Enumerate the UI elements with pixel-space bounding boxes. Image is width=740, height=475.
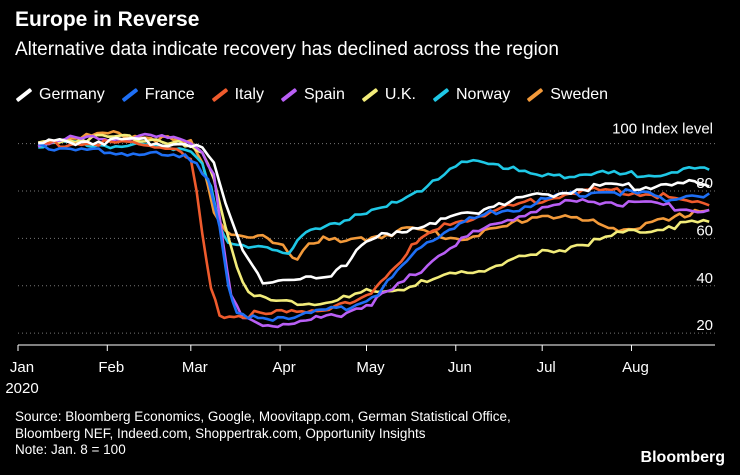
legend-label: U.K. xyxy=(384,86,416,103)
x-tick-label-mar: Mar xyxy=(182,359,208,376)
source-line-2: Bloomberg NEF, Indeed.com, Shoppertrak.c… xyxy=(15,425,426,441)
x-tick-label-feb: Feb xyxy=(98,359,124,376)
legend-item-france: France xyxy=(121,86,195,104)
legend-label: Sweden xyxy=(550,86,609,103)
x-tick-label-jun: Jun xyxy=(448,359,472,376)
x-tick-label-apr: Apr xyxy=(272,359,295,376)
legend-label: Norway xyxy=(455,86,511,103)
chart-footer: Source: Bloomberg Economics, Google, Moo… xyxy=(15,409,511,459)
bloomberg-logo: Bloomberg xyxy=(640,449,725,466)
series-line-sweden xyxy=(38,130,710,261)
x-year-label: 2020 xyxy=(5,380,38,397)
series-line-uk xyxy=(37,133,710,307)
series-line-spain xyxy=(37,132,710,329)
legend-label: Germany xyxy=(39,86,105,103)
x-tick-label-jan: Jan xyxy=(10,359,34,376)
legend-item-norway: Norway xyxy=(432,86,510,104)
y-tick-label-40: 40 xyxy=(696,270,713,287)
legend-item-sweden: Sweden xyxy=(526,86,608,104)
series-line-germany xyxy=(38,136,710,285)
y-tick-label-20: 20 xyxy=(696,317,713,334)
legend-label: Spain xyxy=(303,86,345,103)
series-line-norway xyxy=(38,138,710,255)
legend-item-spain: Spain xyxy=(280,86,345,104)
y-axis-label: 100 Index level xyxy=(612,121,713,138)
chart-title: Europe in Reverse xyxy=(15,8,200,31)
y-tick-label-60: 60 xyxy=(696,222,713,239)
x-tick-label-aug: Aug xyxy=(622,359,649,376)
x-tick-label-jul: Jul xyxy=(537,359,556,376)
chart-note: Note: Jan. 8 = 100 xyxy=(15,442,126,457)
legend-item-italy: Italy xyxy=(211,86,264,104)
legend-label: Italy xyxy=(234,86,264,103)
chart-subtitle: Alternative data indicate recovery has d… xyxy=(15,39,559,60)
source-line-1: Source: Bloomberg Economics, Google, Moo… xyxy=(15,409,511,424)
legend-item-uk: U.K. xyxy=(361,86,416,104)
x-tick-label-may: May xyxy=(356,359,385,376)
legend-item-germany: Germany xyxy=(15,86,105,104)
chart-legend: Germany France Italy Spain U.K. Norway Sweden xyxy=(15,86,624,104)
legend-label: France xyxy=(144,86,195,103)
series-line-france xyxy=(37,142,710,322)
